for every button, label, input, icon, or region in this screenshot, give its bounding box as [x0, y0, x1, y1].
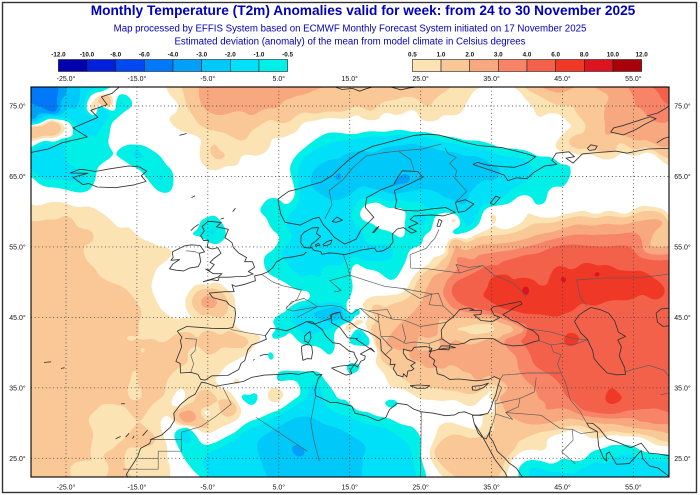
svg-text:12.0: 12.0 [635, 52, 648, 59]
svg-text:-2.0: -2.0 [225, 52, 236, 59]
svg-text:-1.0: -1.0 [253, 52, 264, 59]
svg-text:-4.0: -4.0 [168, 52, 179, 59]
svg-text:75.0°: 75.0° [9, 103, 26, 111]
svg-text:5.0°: 5.0° [273, 484, 286, 492]
svg-text:35.0°: 35.0° [483, 484, 500, 492]
svg-text:3.0: 3.0 [494, 52, 503, 59]
svg-text:-5.0°: -5.0° [200, 484, 215, 492]
svg-text:25.0°: 25.0° [412, 484, 429, 492]
svg-text:-25.0°: -25.0° [57, 484, 76, 492]
svg-text:45.0°: 45.0° [9, 314, 26, 322]
svg-text:Estimated deviation (anomaly): Estimated deviation (anomaly) of the mea… [174, 37, 525, 48]
svg-text:45.0°: 45.0° [554, 75, 571, 83]
svg-text:55.0°: 55.0° [625, 484, 642, 492]
svg-text:-8.0: -8.0 [110, 52, 121, 59]
svg-text:-25.0°: -25.0° [57, 75, 76, 83]
svg-text:25.0°: 25.0° [674, 455, 691, 463]
svg-text:45.0°: 45.0° [554, 484, 571, 492]
svg-text:35.0°: 35.0° [9, 384, 26, 392]
svg-text:-6.0: -6.0 [139, 52, 150, 59]
svg-text:45.0°: 45.0° [674, 314, 691, 322]
svg-text:6.0: 6.0 [551, 52, 560, 59]
svg-text:-15.0°: -15.0° [128, 484, 147, 492]
svg-text:35.0°: 35.0° [674, 384, 691, 392]
svg-text:-3.0: -3.0 [196, 52, 207, 59]
svg-text:55.0°: 55.0° [625, 75, 642, 83]
svg-text:5.0°: 5.0° [273, 75, 286, 83]
svg-text:15.0°: 15.0° [341, 75, 358, 83]
svg-text:55.0°: 55.0° [9, 243, 26, 251]
svg-text:-15.0°: -15.0° [128, 75, 147, 83]
svg-text:-10.0: -10.0 [80, 52, 95, 59]
svg-text:-0.5: -0.5 [282, 52, 293, 59]
svg-text:-12.0: -12.0 [51, 52, 66, 59]
svg-text:25.0°: 25.0° [9, 455, 26, 463]
svg-text:4.0: 4.0 [523, 52, 532, 59]
svg-text:2.0: 2.0 [465, 52, 474, 59]
svg-text:25.0°: 25.0° [412, 75, 429, 83]
svg-text:1.0: 1.0 [437, 52, 446, 59]
svg-text:Monthly Temperature (T2m) Anom: Monthly Temperature (T2m) Anomalies vali… [91, 3, 636, 18]
svg-text:0.5: 0.5 [408, 52, 417, 59]
svg-text:8.0: 8.0 [580, 52, 589, 59]
svg-text:75.0°: 75.0° [674, 103, 691, 111]
svg-text:65.0°: 65.0° [9, 173, 26, 181]
svg-text:10.0: 10.0 [607, 52, 620, 59]
svg-text:-5.0°: -5.0° [200, 75, 215, 83]
svg-text:65.0°: 65.0° [674, 173, 691, 181]
svg-text:Map processed by EFFIS System: Map processed by EFFIS System based on E… [114, 24, 587, 35]
svg-text:35.0°: 35.0° [483, 75, 500, 83]
svg-text:15.0°: 15.0° [341, 484, 358, 492]
svg-text:55.0°: 55.0° [674, 243, 691, 251]
